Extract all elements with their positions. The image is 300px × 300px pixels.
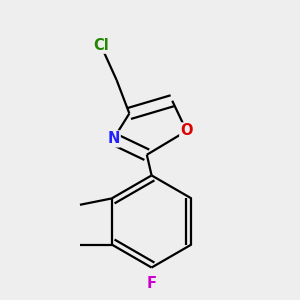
- Text: N: N: [107, 131, 120, 146]
- Text: Cl: Cl: [93, 38, 109, 53]
- Text: F: F: [147, 276, 157, 291]
- Text: O: O: [180, 123, 193, 138]
